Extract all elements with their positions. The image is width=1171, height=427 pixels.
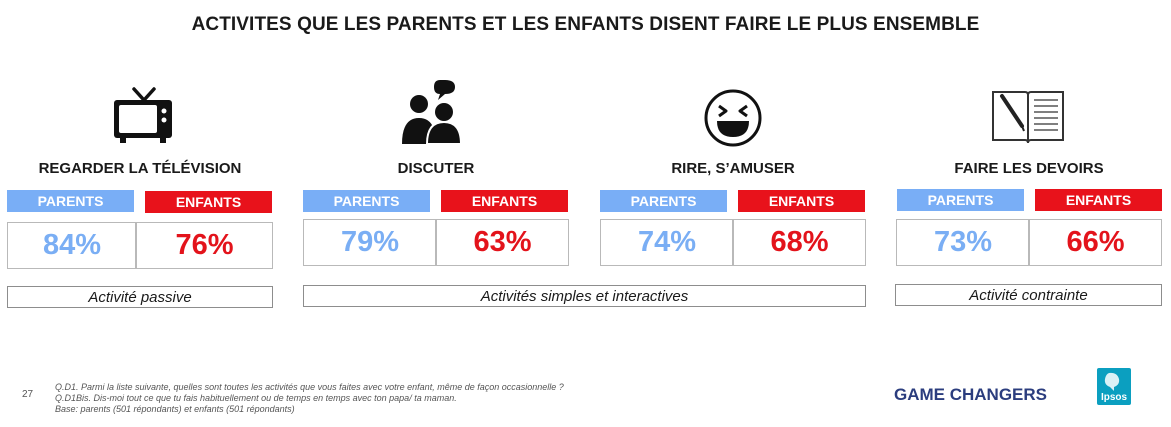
value-box-rire: 74% 68% bbox=[600, 219, 866, 266]
parents-tag: PARENTS bbox=[303, 190, 430, 212]
parents-value: 74% bbox=[637, 226, 697, 258]
note-interactive: Activités simples et interactives bbox=[303, 285, 866, 307]
note-passive: Activité passive bbox=[7, 286, 273, 308]
enfants-value: 68% bbox=[770, 226, 829, 258]
activity-label-rire: RIRE, S’AMUSER bbox=[671, 160, 795, 177]
activity-label-television: REGARDER LA TÉLÉVISION bbox=[38, 160, 242, 177]
parents-tag: PARENTS bbox=[7, 190, 134, 212]
logo-text: Ipsos bbox=[1100, 392, 1128, 403]
footnote-line: Base: parents (501 répondants) et enfant… bbox=[55, 404, 295, 414]
value-box-television: 84% 76% bbox=[7, 222, 273, 269]
footnote: Q.D1. Parmi la liste suivante, quelles s… bbox=[55, 382, 564, 415]
people-talking-icon bbox=[402, 80, 463, 145]
brand-tagline: GAME CHANGERS bbox=[894, 385, 1048, 404]
footnote-line: Q.D1Bis. Dis-moi tout ce que tu fais hab… bbox=[55, 393, 457, 403]
tv-icon bbox=[114, 87, 172, 143]
value-box-discuter: 79% 63% bbox=[303, 219, 569, 266]
enfants-tag: ENFANTS bbox=[1035, 189, 1162, 211]
note-contrainte: Activité contrainte bbox=[895, 284, 1162, 306]
parents-tag: PARENTS bbox=[897, 189, 1024, 211]
enfants-value: 66% bbox=[1066, 226, 1125, 258]
enfants-value: 63% bbox=[473, 226, 532, 258]
parents-value: 79% bbox=[340, 226, 400, 258]
notebook-pen-icon bbox=[992, 91, 1064, 144]
enfants-tag: ENFANTS bbox=[738, 190, 865, 212]
footnote-line: Q.D1. Parmi la liste suivante, quelles s… bbox=[55, 382, 564, 392]
parents-value: 84% bbox=[42, 229, 102, 261]
enfants-tag: ENFANTS bbox=[441, 190, 568, 212]
enfants-tag: ENFANTS bbox=[145, 191, 272, 213]
enfants-value: 76% bbox=[175, 229, 234, 261]
value-box-devoirs: 73% 66% bbox=[896, 219, 1162, 266]
ipsos-logo: Ipsos bbox=[1097, 368, 1131, 405]
parents-tag: PARENTS bbox=[600, 190, 727, 212]
activity-label-devoirs: FAIRE LES DEVOIRS bbox=[954, 160, 1104, 177]
activity-label-discuter: DISCUTER bbox=[397, 160, 475, 177]
page-title: ACTIVITES QUE LES PARENTS ET LES ENFANTS… bbox=[191, 14, 980, 35]
logo-mark-icon bbox=[1104, 372, 1120, 391]
page-number: 27 bbox=[22, 389, 34, 400]
parents-value: 73% bbox=[933, 226, 993, 258]
laughing-face-icon bbox=[704, 89, 762, 147]
